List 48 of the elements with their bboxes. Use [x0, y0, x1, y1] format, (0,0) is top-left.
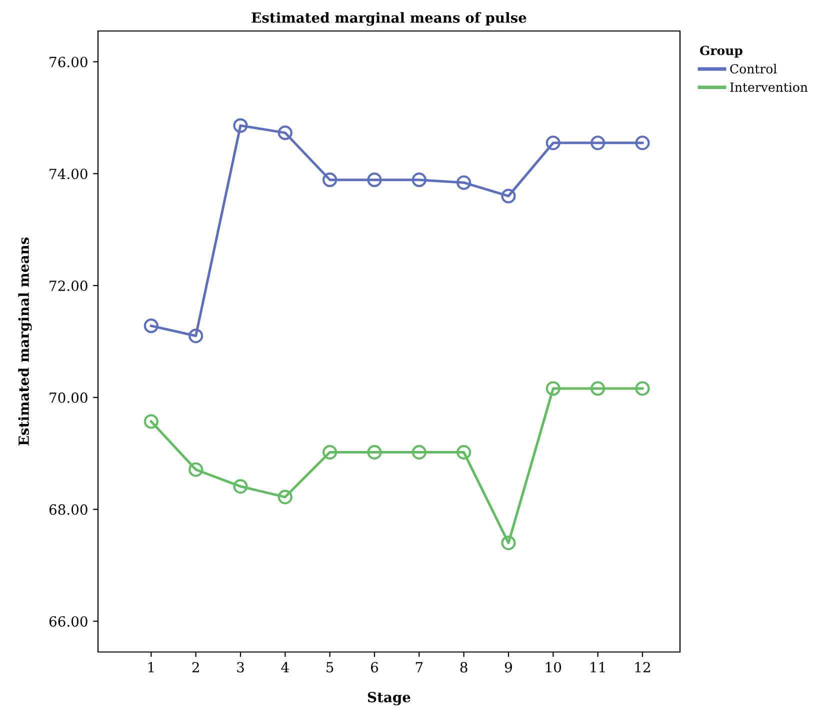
point: [501, 188, 516, 204]
point: [233, 118, 248, 133]
point: [546, 136, 560, 150]
x-tick-label: 1: [148, 662, 154, 672]
point: [322, 444, 338, 460]
y-tick-label: 66.00: [49, 616, 88, 627]
point: [367, 172, 382, 188]
point: [144, 414, 158, 429]
point: [501, 536, 516, 550]
chart-title: Estimated marginal means of pulse: [252, 12, 526, 26]
x-tick-label: 12: [635, 662, 650, 672]
x-tick-label: 4: [281, 662, 289, 672]
x-axis-title: Stage: [368, 692, 410, 706]
point: [635, 381, 650, 396]
point: [278, 490, 292, 504]
point: [188, 328, 204, 344]
x-tick-label: 3: [237, 662, 244, 672]
x-tick-label: 7: [416, 662, 423, 672]
point: [635, 136, 650, 150]
x-tick-label: 5: [326, 662, 334, 672]
y-tick-label: 74.00: [50, 168, 88, 180]
point: [412, 444, 426, 460]
point: [412, 172, 426, 188]
point: [456, 175, 472, 190]
point: [233, 479, 248, 494]
x-tick-label: 8: [460, 662, 468, 672]
x-tick-label: 10: [546, 662, 562, 672]
x-tick-label: 11: [590, 662, 605, 672]
x-tick-label: 2: [192, 662, 199, 672]
point: [456, 444, 472, 460]
legend-label: Intervention: [730, 82, 808, 92]
y-tick-label: 68.00: [49, 504, 88, 515]
legend-label: Control: [730, 64, 777, 74]
point: [278, 126, 292, 140]
y-tick-label: 70.00: [50, 392, 88, 403]
point: [144, 318, 158, 334]
x-tick-label: 9: [504, 662, 512, 672]
legend-title: Group: [700, 46, 742, 58]
x-tick-label: 6: [370, 662, 378, 672]
y-tick-label: 76.00: [50, 56, 88, 68]
y-axis-title: Estimated marginal means: [18, 237, 32, 446]
point: [590, 381, 606, 396]
point: [188, 462, 204, 477]
point: [367, 444, 382, 460]
point: [546, 381, 560, 396]
y-tick-label: 72.00: [50, 280, 88, 292]
point: [590, 136, 606, 150]
point: [322, 172, 338, 188]
